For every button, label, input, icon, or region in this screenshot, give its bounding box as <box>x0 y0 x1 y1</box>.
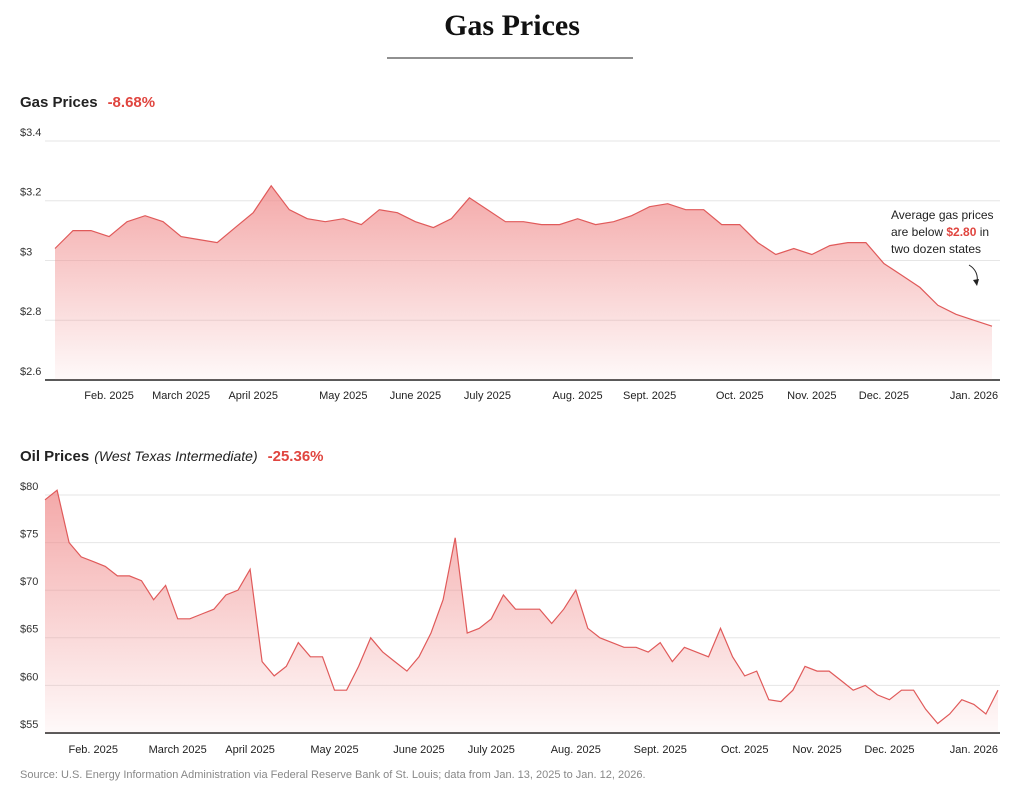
x-tick-label: Jan. 2026 <box>950 744 998 756</box>
y-tick-label: $75 <box>20 529 38 541</box>
x-tick-label: April 2025 <box>228 390 278 402</box>
price-line <box>54 184 993 327</box>
x-tick-label: May 2025 <box>310 744 358 756</box>
x-tick-label: Aug. 2025 <box>552 390 602 402</box>
annotation-line: are below $2.80 in <box>891 224 994 241</box>
x-tick-label: March 2025 <box>149 744 207 756</box>
y-tick-label: $55 <box>20 719 38 731</box>
chart-change: -25.36% <box>268 448 324 465</box>
x-tick-label: Aug. 2025 <box>551 744 601 756</box>
x-tick-label: Sept. 2025 <box>634 744 687 756</box>
chart-title: Oil Prices <box>20 448 89 465</box>
chart-title: Gas Prices <box>20 94 98 111</box>
chart-header: Gas Prices -8.68% <box>20 94 155 111</box>
annotation-text: in <box>979 225 990 239</box>
x-tick-label: Feb. 2025 <box>84 390 134 402</box>
price-line <box>44 489 999 725</box>
annotation: Average gas prices are below $2.80 in tw… <box>891 207 994 258</box>
area-fill <box>45 490 998 733</box>
annotation-arrowhead <box>973 279 979 286</box>
x-tick-label: July 2025 <box>464 390 511 402</box>
x-tick-label: Feb. 2025 <box>68 744 118 756</box>
y-tick-label: $3.2 <box>20 187 41 199</box>
chart-header: Oil Prices (West Texas Intermediate) -25.3… <box>20 448 324 465</box>
x-tick-label: Nov. 2025 <box>787 390 836 402</box>
y-tick-label: $65 <box>20 624 38 636</box>
y-tick-label: $70 <box>20 576 38 588</box>
y-tick-label: $2.6 <box>20 366 41 378</box>
annotation-highlight: $2.80 <box>946 225 977 239</box>
chart-change: -8.68% <box>108 94 156 111</box>
x-tick-label: May 2025 <box>319 390 367 402</box>
x-tick-label: Nov. 2025 <box>792 744 841 756</box>
x-tick-label: April 2025 <box>225 744 275 756</box>
x-tick-label: June 2025 <box>393 744 444 756</box>
x-tick-label: Oct. 2025 <box>716 390 764 402</box>
y-tick-label: $80 <box>20 481 38 493</box>
y-tick-label: $3 <box>20 246 32 258</box>
annotation-text: are below <box>891 225 944 239</box>
chart-subtitle: (West Texas Intermediate) <box>94 448 257 464</box>
x-tick-label: July 2025 <box>468 744 515 756</box>
source: Source: U.S. Energy Information Administ… <box>20 769 646 781</box>
x-tick-label: March 2025 <box>152 390 210 402</box>
x-tick-label: Dec. 2025 <box>859 390 909 402</box>
y-tick-label: $2.8 <box>20 306 41 318</box>
x-tick-label: Oct. 2025 <box>721 744 769 756</box>
area-fill <box>55 185 992 380</box>
y-tick-label: $60 <box>20 671 38 683</box>
x-tick-label: Sept. 2025 <box>623 390 676 402</box>
x-tick-label: June 2025 <box>390 390 441 402</box>
annotation-line: two dozen states <box>891 242 982 256</box>
x-tick-label: Jan. 2026 <box>950 390 998 402</box>
x-tick-label: Dec. 2025 <box>864 744 914 756</box>
page-title: Gas Prices <box>444 9 580 42</box>
annotation-line: Average gas prices <box>891 208 994 222</box>
y-tick-label: $3.4 <box>20 127 41 139</box>
